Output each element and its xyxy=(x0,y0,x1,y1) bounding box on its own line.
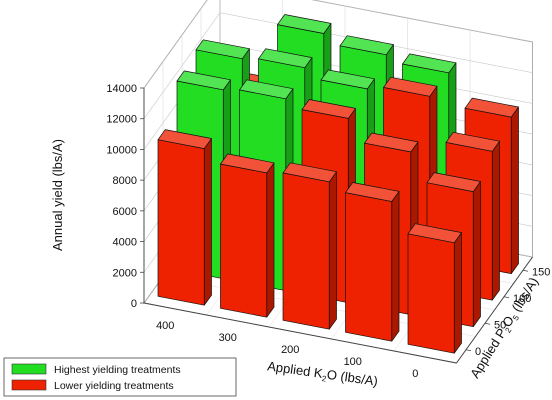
bar-k300-p0 xyxy=(220,153,275,318)
p2o5-axis-title-sub1: 2 xyxy=(503,326,513,335)
y-tick-label-3: 6000 xyxy=(113,206,137,218)
bar-top-face xyxy=(426,172,481,192)
bar-top-face xyxy=(258,48,313,69)
bar-side-face xyxy=(391,191,400,342)
y-tick-label-4: 8000 xyxy=(113,175,137,187)
k2o-axis-line xyxy=(143,302,457,364)
p2o5-tick-label-2: 100 xyxy=(513,293,531,305)
bar-side-face xyxy=(266,162,275,318)
k2o-tick-label-0: 400 xyxy=(156,320,174,332)
p2o5-axis-line xyxy=(456,256,533,364)
p2o5-tick-mark-0 xyxy=(465,349,472,352)
bar-side-face xyxy=(491,140,500,301)
bar-top-face xyxy=(339,35,394,56)
legend-swatch-lower xyxy=(11,379,47,391)
bar-side-face xyxy=(453,232,462,354)
bar-front-face xyxy=(157,139,205,306)
bar-top-face xyxy=(320,69,375,90)
p2o5-tick-mark-2 xyxy=(503,296,510,299)
bar-front-face xyxy=(282,172,330,330)
gridline-y-7 xyxy=(143,0,533,89)
bar-top-face xyxy=(195,39,250,60)
chart-bars xyxy=(157,14,519,354)
bar-front-face xyxy=(345,192,393,342)
bar-side-face xyxy=(328,171,337,330)
bar-k100-p0 xyxy=(345,182,400,342)
bar-top-face xyxy=(383,76,438,97)
y-tick-label-0: 0 xyxy=(131,298,137,310)
bar-top-face xyxy=(220,153,275,174)
k2o-axis-title-post: O (lbs/A) xyxy=(326,367,379,389)
bar-top-face xyxy=(464,97,519,118)
bar-top-face xyxy=(239,79,294,100)
k2o-tick-label-1: 300 xyxy=(219,332,237,344)
legend-swatch-highest xyxy=(11,363,47,375)
y-tick-label-2: 4000 xyxy=(113,237,137,249)
y-axis-title: Annual yield (lbs/A) xyxy=(50,139,65,251)
bar-top-face xyxy=(445,131,500,152)
y-tick-label-7: 14000 xyxy=(106,83,137,95)
bar-k400-p0 xyxy=(157,129,212,306)
bar-k200-p0 xyxy=(282,162,337,330)
k2o-axis-title-sub: 2 xyxy=(321,374,327,384)
bar-top-face xyxy=(277,14,332,34)
p2o5-tick-label-0: 0 xyxy=(475,346,481,358)
p2o5-tick-label-3: 150 xyxy=(532,266,550,278)
legend-label-lower: Lower yielding treatments xyxy=(54,380,174,392)
bar-top-face xyxy=(345,182,400,202)
p2o5-axis-title-sub2: 5 xyxy=(511,313,521,322)
p2o5-tick-mark-3 xyxy=(522,269,529,272)
chart-axes: 0200040006000800010000120001400040030020… xyxy=(106,83,550,380)
bar-top-face xyxy=(176,70,231,91)
legend-label-highest: Highest yielding treatments xyxy=(54,364,181,376)
bar-front-face xyxy=(407,233,455,354)
bar-front-face xyxy=(220,163,268,318)
bar-top-face xyxy=(282,162,337,183)
k2o-axis-title-pre: Applied K xyxy=(266,358,324,381)
k2o-tick-label-3: 100 xyxy=(344,356,362,368)
y-tick-label-5: 10000 xyxy=(106,144,137,156)
bar-top-face xyxy=(402,53,457,74)
bar-top-face xyxy=(364,132,419,153)
bar-top-face xyxy=(157,129,212,149)
bar-k0-p0 xyxy=(407,223,462,354)
bar-top-face xyxy=(407,223,462,244)
chart-legend: Highest yielding treatments Lower yieldi… xyxy=(3,357,237,397)
y-tick-label-6: 12000 xyxy=(106,114,137,126)
k2o-tick-label-4: 0 xyxy=(412,368,418,380)
bar-side-face xyxy=(472,181,481,328)
p2o5-tick-mark-1 xyxy=(484,322,491,325)
bar-side-face xyxy=(203,138,212,306)
bar-side-face xyxy=(510,106,519,275)
bar-top-face xyxy=(301,99,356,119)
p2o5-tick-label-1: 50 xyxy=(494,319,506,331)
y-tick-label-1: 2000 xyxy=(113,267,137,279)
k2o-tick-label-2: 200 xyxy=(281,344,299,356)
